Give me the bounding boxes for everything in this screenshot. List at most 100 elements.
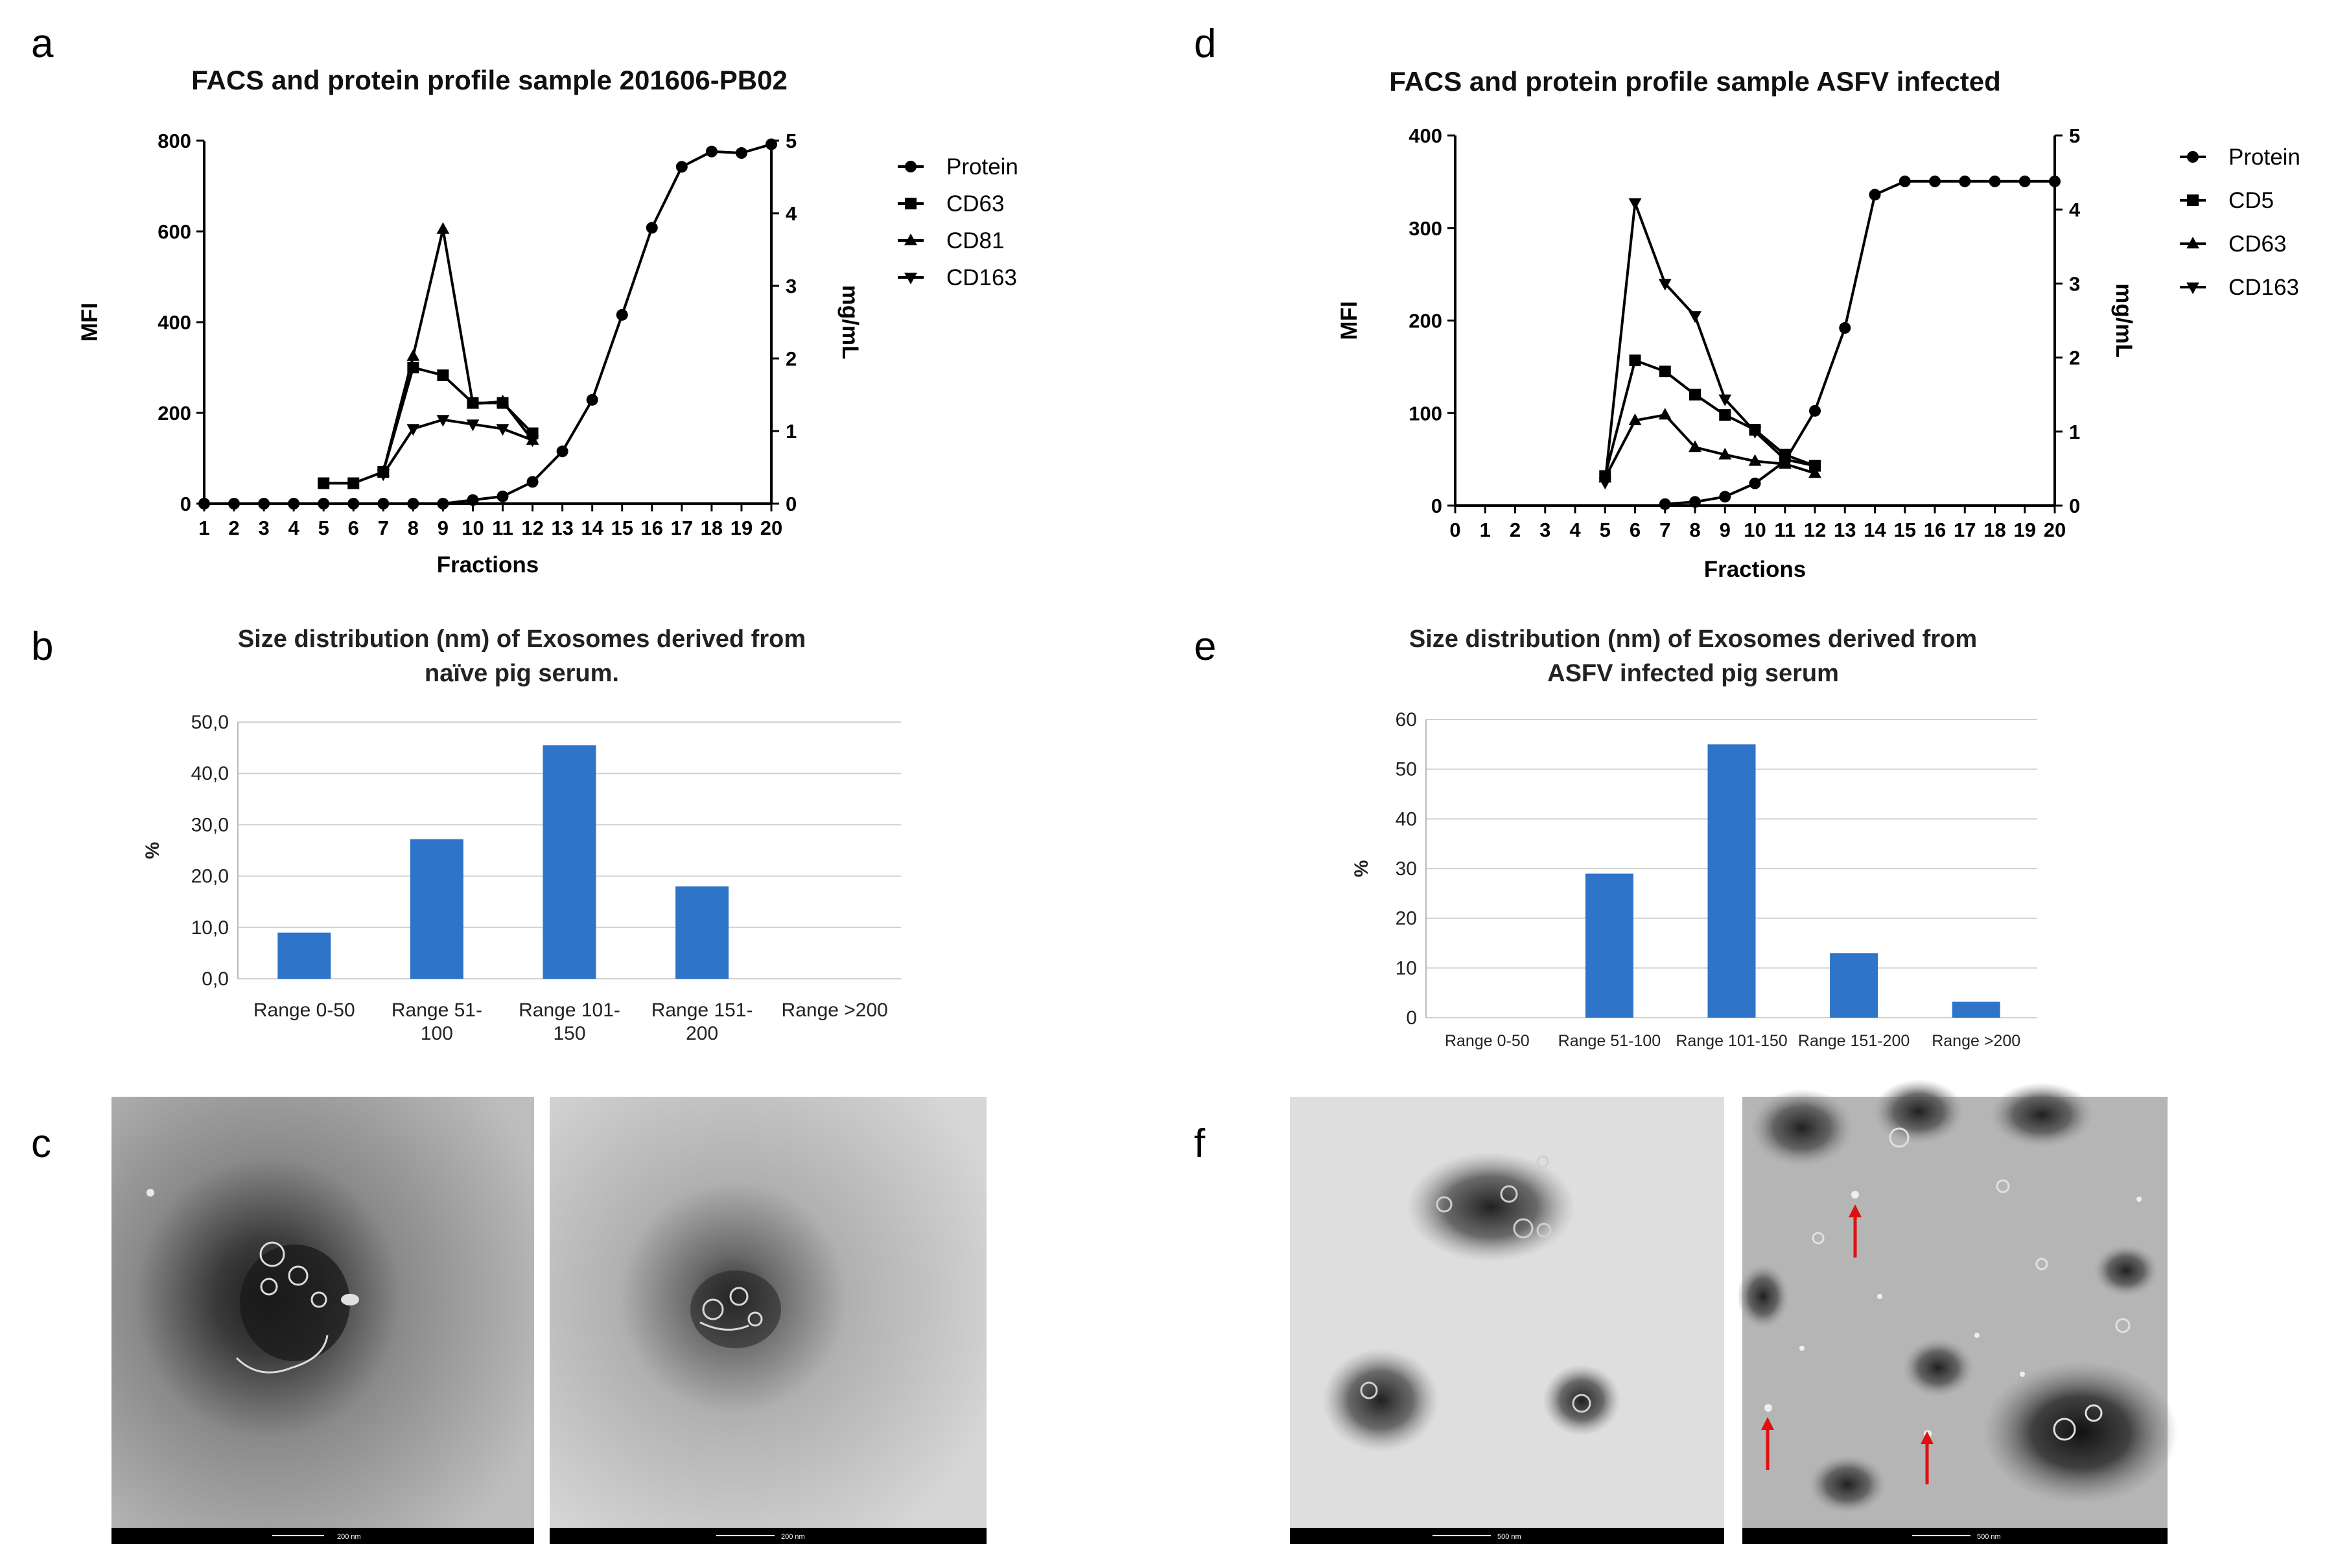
data-point-cd163 <box>496 424 509 436</box>
data-point-protein <box>675 161 688 173</box>
category-label: Range 101-150 <box>1676 1032 1787 1050</box>
y-tick-label: 0 <box>180 493 191 515</box>
data-point-protein <box>2018 175 2031 187</box>
data-point-protein <box>2049 175 2061 187</box>
micrograph-f-right: 500 nm <box>1737 1079 2178 1544</box>
category-label: 200 <box>686 1023 718 1044</box>
x-tick-label: 10 <box>462 517 484 539</box>
x-axis-label: Fractions <box>437 552 539 578</box>
x-tick-label: 2 <box>1510 519 1521 541</box>
y2-tick-label: 4 <box>786 202 797 225</box>
data-point-cd163 <box>1778 454 1792 467</box>
data-point-cd63 <box>347 477 360 489</box>
y-tick-label: 400 <box>158 311 191 334</box>
legend-label: CD81 <box>946 228 1004 253</box>
x-tick-label: 16 <box>1924 519 1946 541</box>
x-tick-label: 4 <box>288 517 300 539</box>
data-point-cd163 <box>377 469 390 482</box>
series-line-cd81 <box>382 229 534 473</box>
data-point-cd163 <box>1808 461 1821 473</box>
chart-title-line: Size distribution (nm) of Exosomes deriv… <box>238 626 806 653</box>
x-tick-label: 15 <box>611 517 633 539</box>
y2-axis-label: mg/mL <box>2111 283 2136 358</box>
x-tick-label: 9 <box>438 517 449 539</box>
category-label: Range 0-50 <box>253 1000 355 1021</box>
x-tick-label: 1 <box>198 517 209 539</box>
x-tick-label: 7 <box>1659 519 1670 541</box>
y-tick-label: 0 <box>1431 495 1442 517</box>
y-tick-label: 0 <box>1406 1007 1417 1029</box>
y2-tick-label: 3 <box>786 275 797 298</box>
y2-axis-label: mg/mL <box>837 285 863 360</box>
y2-tick-label: 3 <box>2069 272 2080 295</box>
panel-letter-f: f <box>1194 1121 1206 1166</box>
data-point-cd163 <box>1689 311 1701 323</box>
panel-letter-b: b <box>31 624 53 669</box>
data-point-protein <box>1869 189 1881 201</box>
legend-label: Protein <box>2228 145 2300 170</box>
data-point-cd163 <box>526 435 539 447</box>
category-label: Range >200 <box>1932 1032 2020 1050</box>
legend-label: Protein <box>946 154 1018 180</box>
y-tick-label: 50,0 <box>191 712 229 733</box>
y-tick-label: 40,0 <box>191 763 229 784</box>
panel-letter-d: d <box>1194 21 1216 66</box>
y-tick-label: 0,0 <box>202 968 229 990</box>
series-line-cd163 <box>1604 202 1816 483</box>
bar <box>675 886 729 979</box>
x-tick-label: 7 <box>378 517 389 539</box>
data-point-protein <box>586 393 598 406</box>
category-label: Range 51- <box>392 1000 482 1021</box>
x-tick-label: 2 <box>228 517 239 539</box>
data-point-protein <box>1689 496 1701 508</box>
category-label: 100 <box>421 1023 453 1044</box>
micrograph-c-right: 200 nm <box>550 1097 987 1544</box>
y2-tick-label: 1 <box>2069 421 2080 443</box>
x-tick-label: 12 <box>521 517 543 539</box>
data-point-cd163 <box>1748 427 1762 439</box>
data-point-protein <box>437 498 449 509</box>
x-tick-label: 15 <box>1894 519 1916 541</box>
legend-marker <box>2186 237 2199 249</box>
category-label: Range >200 <box>782 1000 888 1021</box>
category-label: Range 0-50 <box>1445 1032 1530 1050</box>
x-tick-label: 1 <box>1480 519 1491 541</box>
data-point-protein <box>377 498 390 509</box>
y-tick-label: 600 <box>158 220 191 243</box>
legend-marker <box>2186 282 2199 294</box>
data-point-cd81 <box>496 394 509 406</box>
chart-a: FACS and protein profile sample 201606-P… <box>77 65 1018 578</box>
y2-tick-label: 2 <box>2069 347 2080 369</box>
data-point-protein <box>1659 498 1671 510</box>
data-point-protein <box>1749 477 1761 489</box>
y-tick-label: 20,0 <box>191 866 229 887</box>
panel-letter-e: e <box>1194 624 1216 669</box>
y2-tick-label: 2 <box>786 347 797 370</box>
chart-e: Size distribution (nm) of Exosomes deriv… <box>1351 626 2037 1050</box>
data-point-protein <box>526 476 539 488</box>
chart-title: FACS and protein profile sample 201606-P… <box>191 65 788 95</box>
data-point-cd163 <box>406 424 420 436</box>
y-tick-label: 30 <box>1396 858 1417 880</box>
data-point-cd81 <box>406 349 420 361</box>
x-tick-label: 3 <box>258 517 269 539</box>
data-point-cd63 <box>437 369 449 381</box>
legend-marker <box>2187 151 2199 163</box>
y-tick-label: 200 <box>158 402 191 425</box>
data-point-cd81 <box>466 397 480 409</box>
series-line-cd63 <box>1604 413 1816 479</box>
bar <box>1952 1001 2000 1018</box>
x-tick-label: 18 <box>1983 519 2005 541</box>
data-point-protein <box>198 498 210 509</box>
category-label: 150 <box>553 1023 585 1044</box>
data-point-protein <box>497 490 509 502</box>
data-point-protein <box>258 498 270 509</box>
x-tick-label: 17 <box>1954 519 1976 541</box>
x-tick-label: 8 <box>1689 519 1700 541</box>
legend-marker <box>2187 194 2199 206</box>
category-label: Range 51-100 <box>1558 1032 1661 1050</box>
x-tick-label: 0 <box>1449 519 1460 541</box>
x-tick-label: 16 <box>641 517 663 539</box>
legend-label: CD163 <box>946 265 1017 290</box>
